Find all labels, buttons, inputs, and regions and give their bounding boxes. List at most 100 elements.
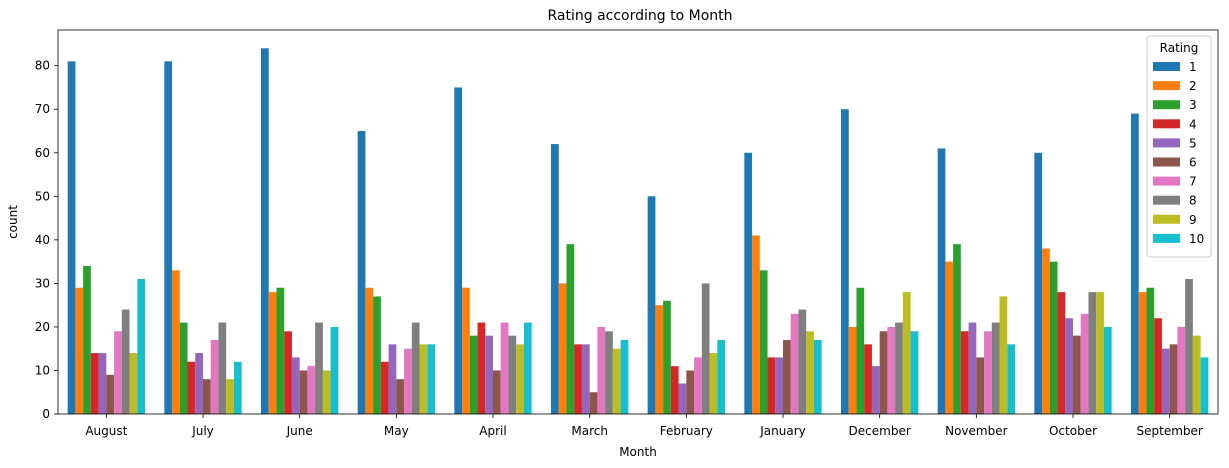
bar-may-rating-9 xyxy=(419,344,428,414)
bar-december-rating-3 xyxy=(856,287,865,414)
bar-may-rating-2 xyxy=(365,287,374,414)
bar-october-rating-8 xyxy=(1088,292,1097,414)
bar-june-rating-5 xyxy=(291,357,300,414)
bar-december-rating-7 xyxy=(887,326,896,414)
plot-frame xyxy=(57,29,1219,415)
bar-january-rating-7 xyxy=(790,313,799,414)
bar-april-rating-4 xyxy=(477,322,486,414)
y-tick-label: 30 xyxy=(35,276,50,290)
x-tick-label-may: May xyxy=(384,424,409,438)
bar-march-rating-9 xyxy=(612,348,621,414)
bar-april-rating-10 xyxy=(523,322,532,414)
legend-swatch-9 xyxy=(1153,214,1180,224)
bar-june-rating-2 xyxy=(268,292,277,414)
bar-february-rating-10 xyxy=(717,339,725,414)
bar-june-rating-8 xyxy=(315,322,323,414)
bar-october-rating-5 xyxy=(1065,318,1073,414)
bar-august-rating-10 xyxy=(137,279,145,414)
bar-august-rating-1 xyxy=(67,61,76,414)
x-tick-label-july: July xyxy=(191,424,214,438)
bar-december-rating-10 xyxy=(910,331,919,414)
bar-november-rating-5 xyxy=(968,322,977,414)
bar-may-rating-5 xyxy=(388,344,397,414)
legend-label-5: 5 xyxy=(1189,136,1197,150)
series-9 xyxy=(129,292,1201,414)
bar-january-rating-1 xyxy=(744,152,753,414)
legend-swatch-8 xyxy=(1153,195,1180,205)
bar-may-rating-1 xyxy=(357,131,366,414)
bar-january-rating-4 xyxy=(767,357,776,414)
legend-swatch-10 xyxy=(1153,233,1180,243)
bar-april-rating-1 xyxy=(454,87,463,414)
bar-may-rating-8 xyxy=(411,322,420,414)
bar-october-rating-3 xyxy=(1049,261,1058,414)
bar-october-rating-2 xyxy=(1042,248,1050,414)
bar-july-rating-7 xyxy=(210,339,219,414)
chart-title: Rating according to Month xyxy=(547,8,732,24)
bar-january-rating-9 xyxy=(806,331,814,414)
legend-swatch-3 xyxy=(1153,100,1180,110)
bar-october-rating-4 xyxy=(1057,292,1066,414)
bar-july-rating-2 xyxy=(172,270,180,414)
bar-september-rating-3 xyxy=(1146,287,1155,414)
bar-november-rating-9 xyxy=(999,296,1008,414)
bar-february-rating-5 xyxy=(678,383,687,414)
legend-label-7: 7 xyxy=(1189,175,1197,189)
bar-november-rating-8 xyxy=(991,322,1000,414)
series-2 xyxy=(75,235,1147,414)
x-tick-label-january: January xyxy=(759,424,806,438)
x-tick-label-august: August xyxy=(85,424,127,438)
bar-march-rating-7 xyxy=(597,326,606,414)
bar-november-rating-2 xyxy=(945,261,954,414)
bar-april-rating-9 xyxy=(516,344,524,414)
bar-january-rating-8 xyxy=(798,309,807,414)
series-5 xyxy=(98,318,1170,414)
bar-june-rating-9 xyxy=(322,370,331,414)
bar-october-rating-6 xyxy=(1073,335,1081,414)
x-tick-label-december: December xyxy=(849,424,911,438)
bar-september-rating-8 xyxy=(1185,279,1193,414)
bar-september-rating-5 xyxy=(1161,348,1170,414)
bar-april-rating-7 xyxy=(500,322,509,414)
series-1 xyxy=(67,48,1139,415)
bar-january-rating-10 xyxy=(813,339,822,414)
bar-september-rating-4 xyxy=(1154,318,1162,414)
legend-swatch-5 xyxy=(1153,138,1180,148)
x-tick-label-march: March xyxy=(571,424,608,438)
bar-march-rating-4 xyxy=(574,344,582,414)
bar-august-rating-2 xyxy=(75,287,84,414)
bar-february-rating-1 xyxy=(647,196,656,414)
bar-june-rating-4 xyxy=(284,331,292,414)
bar-october-rating-9 xyxy=(1096,292,1104,414)
bar-june-rating-3 xyxy=(276,287,285,414)
bar-february-rating-7 xyxy=(694,357,702,414)
y-tick-label: 50 xyxy=(35,189,50,203)
bar-april-rating-5 xyxy=(485,335,493,414)
bar-november-rating-7 xyxy=(984,331,992,414)
legend-label-8: 8 xyxy=(1189,194,1197,208)
legend: Rating 1 2 3 4 5 6 7 8 9 10 xyxy=(1146,35,1212,258)
bar-august-rating-3 xyxy=(83,265,91,414)
series-7 xyxy=(114,313,1186,414)
bar-february-rating-6 xyxy=(686,370,695,414)
x-tick-label-september: September xyxy=(1137,424,1203,438)
bar-august-rating-9 xyxy=(129,353,138,414)
series-4 xyxy=(90,292,1162,414)
bar-june-rating-1 xyxy=(261,48,269,414)
legend-swatch-4 xyxy=(1153,119,1180,129)
x-axis-label: Month xyxy=(619,445,657,459)
legend-label-10: 10 xyxy=(1189,232,1204,246)
bar-july-rating-10 xyxy=(233,361,242,414)
bar-june-rating-6 xyxy=(299,370,308,414)
bar-april-rating-6 xyxy=(493,370,501,414)
y-tick-label: 80 xyxy=(35,59,50,73)
y-tick-label: 20 xyxy=(35,320,50,334)
bar-july-rating-1 xyxy=(164,61,173,414)
legend-title: Rating xyxy=(1160,41,1199,55)
y-tick-label: 40 xyxy=(35,233,50,247)
series-10 xyxy=(137,279,1209,414)
bar-may-rating-6 xyxy=(396,379,405,414)
bar-september-rating-7 xyxy=(1177,326,1186,414)
bar-july-rating-3 xyxy=(179,322,188,414)
bar-february-rating-3 xyxy=(663,300,671,414)
